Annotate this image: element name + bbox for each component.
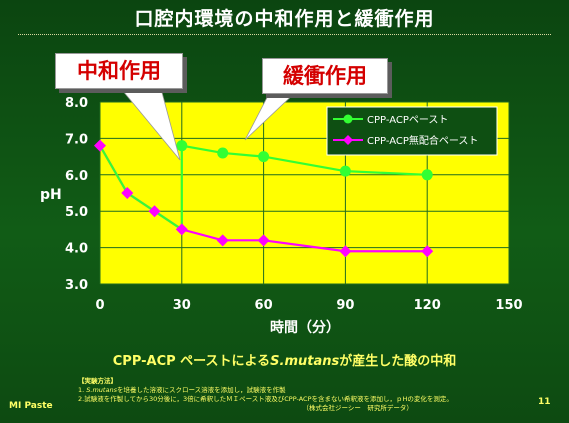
x-axis-label: 時間（分）	[270, 319, 340, 336]
marker-no-cpp-1	[121, 187, 134, 199]
slide-title: 口腔内環境の中和作用と緩衝作用	[134, 8, 435, 30]
callout-buffer: 緩衝作用	[262, 58, 388, 94]
caption-suffix: が産生した酸の中和	[339, 354, 457, 369]
chart-caption: CPP-ACP ペーストによるS.mutansが産生した酸の中和	[0, 350, 569, 369]
footer-product: MI Paste	[9, 401, 53, 411]
marker-cpp-2	[258, 151, 270, 163]
y-axis-label: pH	[40, 187, 62, 203]
y-tick-label: 4.0	[65, 242, 88, 257]
legend-swatch-marker-1	[343, 135, 353, 145]
x-tick-label: 30	[173, 298, 191, 313]
x-tick-label: 90	[336, 298, 354, 313]
y-tick-label: 7.0	[65, 132, 88, 147]
x-tick-labels: 0 30 60 90 120 150	[95, 298, 522, 313]
caption-species: S.mutans	[270, 354, 340, 369]
marker-cpp-4	[421, 169, 433, 181]
legend-label-1: CPP-ACP無配合ペースト	[367, 134, 478, 147]
legend-label-0: CPP-ACPペースト	[367, 115, 448, 126]
marker-no-cpp-5	[257, 234, 270, 247]
marker-no-cpp-6	[339, 245, 352, 258]
marker-no-cpp-3	[175, 223, 188, 236]
marker-no-cpp-4	[216, 234, 229, 247]
marker-cpp-0	[176, 140, 188, 152]
x-tick-label: 0	[95, 298, 104, 313]
legend-swatch-marker-0	[343, 114, 353, 124]
x-tick-label: 120	[414, 298, 441, 313]
method-heading: 【実験方法】	[78, 377, 117, 385]
marker-cpp-3	[339, 165, 351, 177]
page-number: 11	[538, 397, 551, 407]
y-tick-label: 6.0	[65, 169, 88, 184]
method-step-2: 2.試験液を作製してから30分後に，3倍に希釈したＭＩペースト液及びCPP-AC…	[78, 395, 453, 403]
y-tick-label: 3.0	[65, 278, 88, 293]
marker-no-cpp-2	[148, 205, 161, 218]
x-tick-label: 150	[495, 298, 522, 313]
chart-legend: CPP-ACPペースト CPP-ACP無配合ペースト	[326, 106, 498, 156]
callout-neutralize: 中和作用	[55, 53, 183, 89]
caption-prefix: CPP-ACP ペーストによる	[112, 354, 271, 369]
marker-no-cpp-7	[421, 245, 434, 258]
title-divider	[18, 34, 551, 35]
marker-no-cpp-0	[94, 139, 106, 152]
y-tick-labels: 8.0 7.0 6.0 5.0 4.0 3.0	[65, 96, 88, 293]
legend-box	[326, 106, 498, 156]
method-notes: 【実験方法】 1. S.mutansを培養した溶液にスクロース溶液を添加し，試験…	[78, 377, 453, 413]
method-step-1: 1. S.mutansを培養した溶液にスクロース溶液を添加し，試験液を作製	[78, 386, 286, 394]
series-markers	[94, 139, 434, 258]
x-tick-label: 60	[255, 298, 273, 313]
y-tick-label: 5.0	[65, 205, 88, 220]
marker-cpp-1	[217, 147, 229, 159]
y-tick-label: 8.0	[65, 96, 88, 111]
method-source: （株式会社ジーシー 研究所データ）	[302, 404, 413, 412]
